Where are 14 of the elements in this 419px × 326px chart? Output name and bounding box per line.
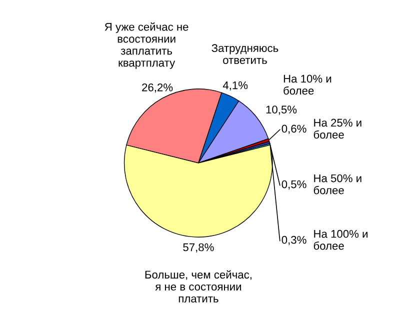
- data-label: 10,5%: [266, 106, 297, 115]
- data-label: 57,8%: [183, 243, 214, 252]
- slice-label: На 50% и более: [314, 174, 362, 194]
- slice-label: Затрудняюсь ответить: [212, 44, 278, 64]
- data-label: 26,2%: [142, 83, 173, 93]
- slice-label: Больше, чем сейчас, я не в состоянии платить: [145, 270, 252, 303]
- data-label: 4,1%: [222, 81, 248, 91]
- slice-label: Я уже сейчас не всостоянии заплатить квартплату: [104, 22, 188, 69]
- slice-label: На 10% и более: [284, 74, 332, 95]
- slice-label: На 100% и более: [314, 230, 368, 250]
- data-label: 0,6%: [282, 124, 306, 134]
- slice-label: На 25% и более: [314, 118, 362, 139]
- data-label: 0,5%: [282, 180, 306, 190]
- data-label: 0,3%: [282, 236, 306, 246]
